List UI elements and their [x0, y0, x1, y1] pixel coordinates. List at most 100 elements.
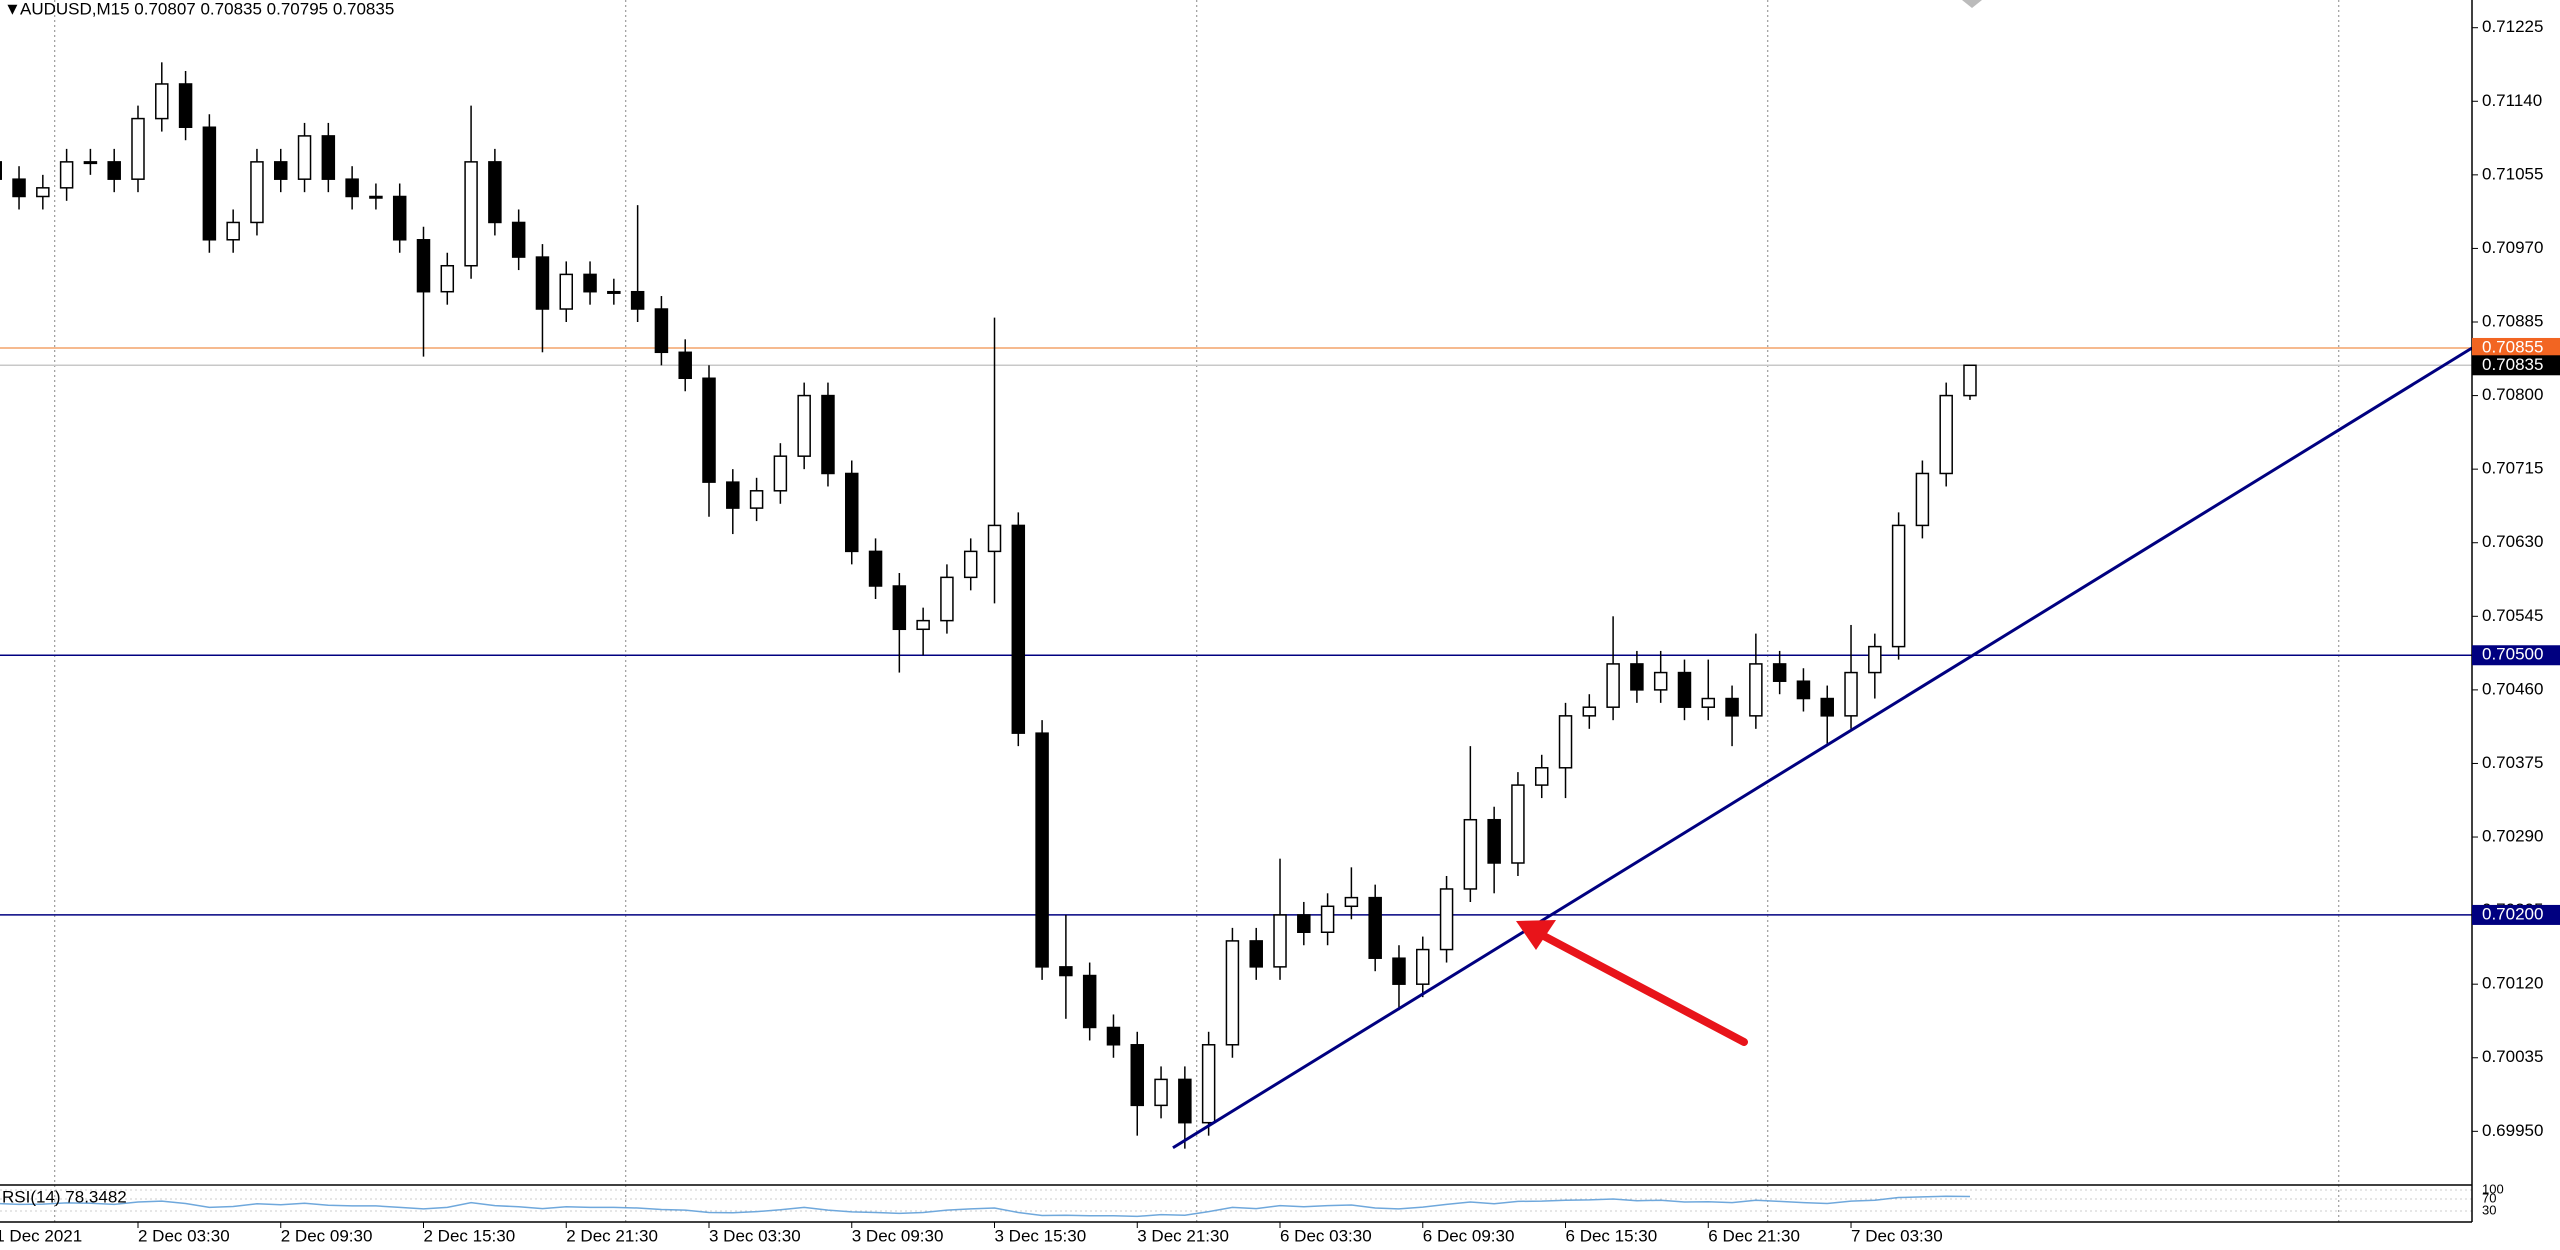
x-tick-label: 7 Dec 03:30: [1851, 1226, 1943, 1245]
y-tick-label: 0.70545: [2482, 606, 2543, 625]
candle-body: [1249, 940, 1263, 968]
candle-body: [702, 377, 716, 483]
level-label: 0.70500: [2482, 645, 2543, 664]
candle-body: [1154, 1078, 1168, 1107]
candle-body: [678, 351, 692, 380]
candle-body: [559, 273, 574, 310]
level-label: 0.70200: [2482, 904, 2543, 923]
candle-body: [0, 161, 2, 180]
candle-body: [1534, 767, 1549, 786]
candle-body: [535, 256, 550, 310]
candle-body: [583, 273, 597, 293]
level-label: 0.70835: [2482, 355, 2543, 374]
rsi-tick-label: 70: [2482, 1190, 2496, 1205]
y-tick-label: 0.70460: [2482, 679, 2543, 698]
candle-body: [511, 221, 526, 258]
candle-body: [1868, 645, 1882, 674]
candle-body: [250, 161, 264, 224]
candle-body: [821, 394, 835, 475]
candle-body: [1297, 914, 1311, 933]
candle-body: [1772, 663, 1787, 682]
candle-body: [1844, 671, 1858, 717]
candle-body: [797, 394, 811, 457]
candle-body: [1915, 472, 1930, 527]
candle-body: [1082, 974, 1097, 1029]
x-tick-label: 2 Dec 21:30: [566, 1226, 658, 1245]
y-tick-label: 0.70035: [2482, 1047, 2543, 1066]
rsi-tick-label: 30: [2482, 1202, 2496, 1217]
y-tick-label: 0.70375: [2482, 753, 2543, 772]
candle-body: [297, 135, 312, 180]
x-tick-label: 6 Dec 03:30: [1280, 1226, 1372, 1245]
x-tick-label: 3 Dec 03:30: [709, 1226, 801, 1245]
candle-body: [1606, 663, 1620, 708]
candle-body: [1963, 364, 1977, 397]
y-tick-label: 0.70800: [2482, 385, 2543, 404]
candle-body: [1011, 524, 1026, 734]
x-tick-label: 3 Dec 21:30: [1137, 1226, 1229, 1245]
candle-body: [369, 195, 383, 199]
candle-body: [1273, 914, 1287, 968]
candle-body: [1820, 697, 1834, 717]
red-arrow: [1516, 920, 1748, 1046]
y-tick-label: 0.70630: [2482, 532, 2543, 551]
candle-body: [1796, 680, 1811, 700]
candle-body: [916, 619, 930, 631]
rsi-label: RSI(14) 78.3482: [2, 1187, 127, 1206]
level-tag: [2472, 355, 2560, 376]
candle-body: [1106, 1026, 1121, 1046]
x-tick-label: 3 Dec 09:30: [852, 1226, 944, 1245]
candle-body: [202, 126, 217, 241]
candle-body: [940, 576, 954, 622]
candle-body: [1487, 818, 1501, 864]
x-tick-label: 2 Dec 09:30: [281, 1226, 373, 1245]
candle-body: [131, 117, 145, 180]
candle-body: [1630, 663, 1644, 691]
candle-body: [1653, 671, 1668, 691]
x-tick-label: 2 Dec 15:30: [423, 1226, 515, 1245]
candle-body: [1368, 896, 1382, 959]
candle-body: [1439, 888, 1454, 951]
candle-body: [1035, 732, 1049, 968]
x-tick-label: 6 Dec 09:30: [1423, 1226, 1515, 1245]
grid-layer: [0, 0, 2478, 1228]
candle-body: [1558, 715, 1573, 769]
candle-body: [1891, 524, 1906, 648]
candle-body: [273, 161, 288, 180]
candle-body: [83, 161, 98, 165]
candle-body: [1463, 818, 1478, 890]
candle-body: [345, 178, 359, 198]
y-tick-label: 0.70290: [2482, 827, 2543, 846]
candle-body: [1939, 394, 1953, 475]
chart-title: AUDUSD,M15 0.70807 0.70835 0.70795 0.708…: [20, 0, 394, 18]
candle-body: [630, 290, 645, 310]
candle-body: [59, 161, 74, 189]
y-tick-label: 0.71225: [2482, 17, 2543, 36]
candle-body: [155, 83, 169, 120]
candle-body: [1749, 663, 1763, 717]
candle-body: [392, 195, 407, 241]
candle-body: [1725, 697, 1739, 717]
y-tick-label: 0.71140: [2482, 91, 2542, 110]
candle-body: [987, 524, 1002, 553]
candle-body: [1344, 896, 1359, 908]
candle-body: [726, 481, 740, 509]
level-tag: [2472, 645, 2560, 666]
level-label: 0.70855: [2482, 337, 2543, 356]
marks-layer: [0, 62, 2473, 1218]
candle-body: [892, 585, 907, 631]
y-tick-label: 0.70885: [2482, 311, 2543, 330]
x-tick-label: 2 Dec 03:30: [138, 1226, 230, 1245]
candle-body: [963, 550, 978, 579]
scroll-marker: [1962, 0, 1982, 8]
x-tick-label: 3 Dec 15:30: [995, 1226, 1087, 1245]
x-tick-label: 6 Dec 21:30: [1708, 1226, 1800, 1245]
candle-body: [464, 161, 478, 267]
candle-body: [868, 550, 883, 587]
candle-body: [1416, 948, 1430, 985]
candle-body: [1582, 706, 1597, 717]
trendline: [1172, 346, 2473, 1150]
candle-body: [654, 308, 669, 354]
y-tick-label: 0.69950: [2482, 1121, 2543, 1140]
